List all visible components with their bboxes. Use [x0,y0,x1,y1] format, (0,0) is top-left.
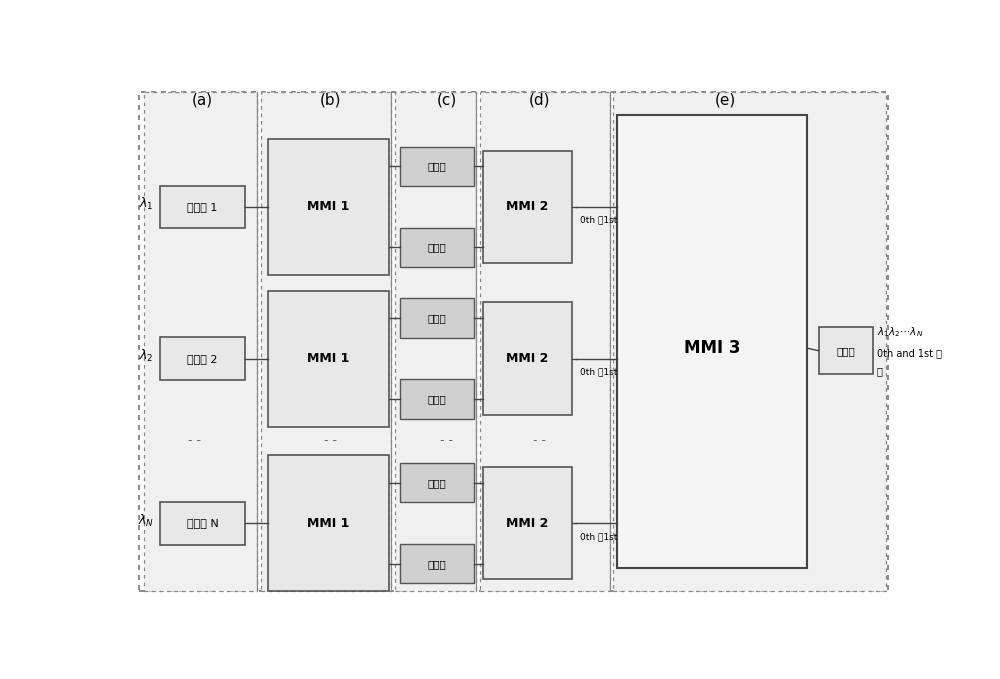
Text: 激光器 1: 激光器 1 [187,202,218,212]
Text: 激光器 2: 激光器 2 [187,354,218,363]
Bar [400,299,474,337]
Text: MMI 2: MMI 2 [506,352,549,365]
Text: 0th 和1st: 0th 和1st [580,367,617,376]
Text: 调制器: 调制器 [428,242,446,253]
Text: 调制器: 调制器 [428,162,446,171]
Bar [480,92,610,591]
Bar [613,92,886,591]
Text: $\lambda_N$: $\lambda_N$ [138,513,154,529]
Bar [483,467,572,579]
Text: 输出端: 输出端 [836,346,855,356]
Text: 调制器: 调制器 [428,559,446,569]
Bar [395,92,476,591]
Bar [160,502,245,545]
Bar [268,139,388,275]
Text: 激光器 N: 激光器 N [187,518,218,528]
Text: MMI 2: MMI 2 [506,200,549,213]
Bar [617,115,807,568]
Text: - -: - - [533,435,546,447]
Text: 式: 式 [877,367,883,377]
Text: 调制器: 调制器 [428,478,446,488]
Text: (b): (b) [320,92,341,107]
Bar [261,92,391,591]
Text: $\lambda_2$: $\lambda_2$ [139,348,153,364]
Bar [400,228,474,267]
Text: MMI 1: MMI 1 [307,352,350,365]
Text: - -: - - [188,435,201,447]
Bar [268,456,388,591]
Bar [819,327,873,374]
Text: 调制器: 调制器 [428,394,446,404]
Text: (c): (c) [436,92,457,107]
Text: MMI 1: MMI 1 [307,517,350,530]
Bar [400,544,474,583]
Text: (a): (a) [192,92,213,107]
Bar [160,185,245,228]
Text: MMI 1: MMI 1 [307,200,350,213]
Bar [400,380,474,419]
Bar [483,302,572,415]
Text: 0th 和1st: 0th 和1st [580,215,617,225]
Bar [400,147,474,186]
Bar [160,337,245,380]
Text: $\lambda_1\lambda_2\cdots\lambda_N$: $\lambda_1\lambda_2\cdots\lambda_N$ [877,325,923,340]
Text: 0th and 1st 模: 0th and 1st 模 [877,348,942,359]
Bar [483,151,572,263]
Bar [268,291,388,426]
Text: $\lambda_1$: $\lambda_1$ [139,196,153,213]
Text: MMI 2: MMI 2 [506,517,549,530]
Text: - -: - - [324,435,337,447]
Text: - -: - - [440,435,453,447]
Bar [144,92,257,591]
Text: 0th 和1st: 0th 和1st [580,532,617,541]
Text: (d): (d) [529,92,550,107]
Text: MMI 3: MMI 3 [684,339,740,357]
Text: (e): (e) [715,92,736,107]
Text: 调制器: 调制器 [428,313,446,323]
Bar [400,463,474,502]
